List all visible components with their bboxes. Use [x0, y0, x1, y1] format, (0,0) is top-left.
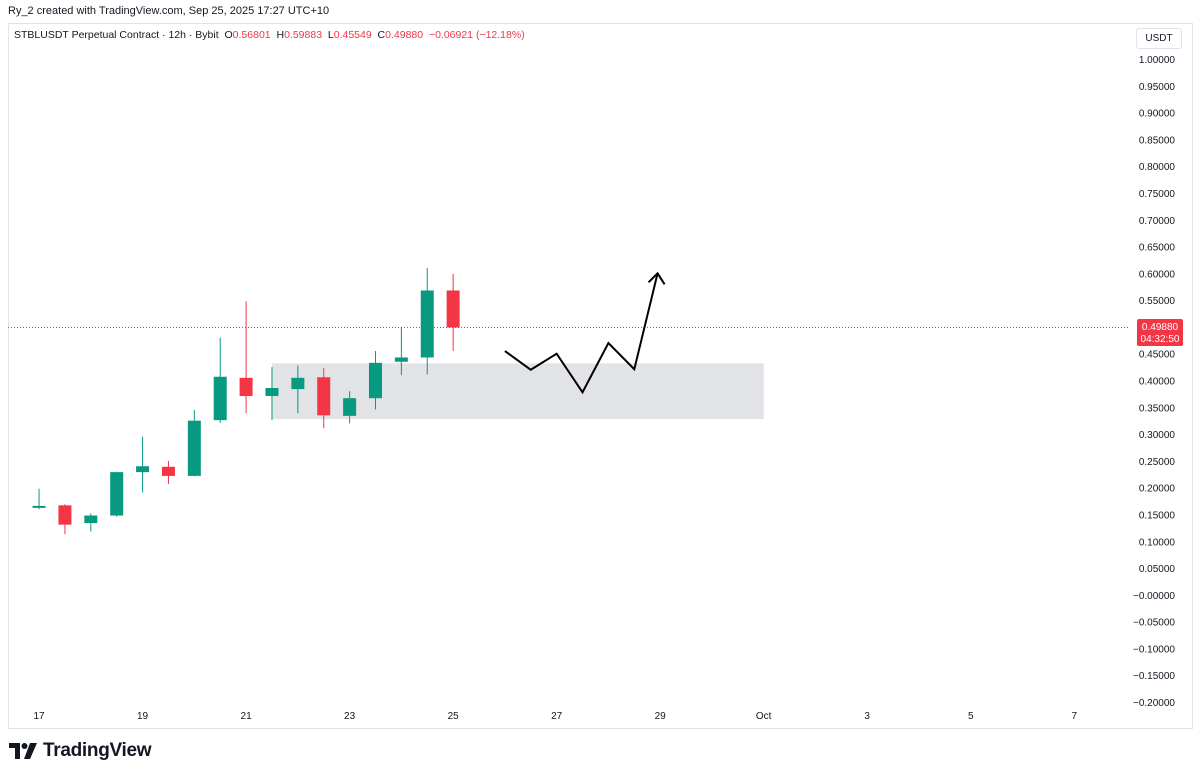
y-tick-label: 0.90000 [1139, 109, 1176, 120]
candle [291, 365, 305, 414]
x-tick-label: 27 [551, 711, 563, 722]
high-value: 0.59883 [284, 29, 323, 41]
y-tick-label: 0.20000 [1139, 484, 1176, 495]
brand-name: TradingView [43, 740, 152, 761]
x-tick-label: 25 [448, 711, 460, 722]
candle-body [368, 362, 382, 399]
candle-body [317, 377, 331, 416]
projection-arrowhead [647, 271, 666, 285]
candle-body [265, 388, 279, 397]
candle [265, 367, 279, 421]
y-tick-label: −0.10000 [1133, 644, 1175, 655]
y-tick-label: −0.05000 [1133, 618, 1175, 629]
y-tick-label: 0.40000 [1139, 377, 1176, 388]
symbol-legend: STBLUSDT Perpetual Contract · 12h · Bybi… [14, 29, 525, 41]
bar-countdown: 04:32:50 [1141, 334, 1180, 345]
x-tick-label: 19 [137, 711, 149, 722]
candle [394, 326, 408, 376]
y-tick-label: 0.10000 [1139, 537, 1176, 548]
candle-body [110, 472, 124, 516]
candle [368, 351, 382, 410]
y-tick-label: 0.15000 [1139, 510, 1176, 521]
candle-body [32, 505, 46, 508]
symbol-title[interactable]: STBLUSDT Perpetual Contract · 12h · Bybi… [14, 29, 219, 41]
low-label: L [327, 29, 334, 41]
x-tick-label: 5 [968, 711, 974, 722]
x-tick-label: Oct [756, 711, 772, 722]
x-tick-label: 21 [241, 711, 253, 722]
candle-body [161, 466, 175, 476]
x-tick-label: 3 [864, 711, 870, 722]
projection-path [504, 273, 659, 395]
candle-body [187, 420, 201, 476]
y-tick-label: 0.25000 [1139, 457, 1176, 468]
candle [213, 337, 227, 423]
candle [343, 391, 357, 424]
candle [420, 267, 434, 375]
y-tick-label: 0.65000 [1139, 243, 1176, 254]
candle-body [58, 505, 72, 525]
change-value: −0.06921 (−12.18%) [428, 29, 525, 41]
candle [110, 471, 124, 517]
open-value: 0.56801 [232, 29, 271, 41]
chart-frame [8, 23, 1193, 729]
x-tick-label: 17 [33, 711, 45, 722]
candle-body [420, 290, 434, 358]
high-label: H [276, 29, 285, 41]
y-tick-label: 0.85000 [1139, 135, 1176, 146]
last-price-value: 0.49880 [1142, 322, 1179, 333]
candle [317, 368, 331, 429]
candle-body [136, 466, 150, 473]
candle [84, 513, 98, 532]
y-tick-label: 0.55000 [1139, 296, 1176, 307]
y-tick-label: 0.35000 [1139, 403, 1176, 414]
low-value: 0.45549 [333, 29, 372, 41]
y-tick-label: −0.15000 [1133, 671, 1175, 682]
x-tick-label: 7 [1071, 711, 1077, 722]
chart-credit: Ry_2 created with TradingView.com, Sep 2… [8, 5, 330, 17]
candle [446, 273, 460, 352]
candle-body [239, 377, 253, 397]
tradingview-logo-icon [9, 743, 37, 759]
y-tick-label: 0.75000 [1139, 189, 1176, 200]
candle-body [394, 357, 408, 362]
candle-body [84, 515, 98, 524]
close-value: 0.49880 [385, 29, 424, 41]
y-tick-label: 0.80000 [1139, 162, 1176, 173]
open-label: O [224, 29, 233, 41]
x-tick-label: 29 [655, 711, 667, 722]
close-label: C [377, 29, 386, 41]
candle [32, 488, 46, 510]
last-price-tag [1137, 319, 1183, 346]
candle [58, 504, 72, 535]
y-tick-label: 0.70000 [1139, 216, 1176, 227]
tradingview-logo[interactable]: TradingView [9, 740, 152, 762]
y-tick-label: 0.45000 [1139, 350, 1176, 361]
candle-body [213, 376, 227, 421]
y-tick-label: −0.00000 [1133, 591, 1175, 602]
y-tick-label: 0.95000 [1139, 82, 1176, 93]
x-tick-label: 23 [344, 711, 356, 722]
y-tick-label: 0.30000 [1139, 430, 1176, 441]
candle-body [343, 398, 357, 416]
currency-button[interactable]: USDT [1136, 28, 1182, 49]
candle [161, 460, 175, 484]
y-tick-label: 0.60000 [1139, 269, 1176, 280]
candle-body [446, 290, 460, 328]
candle [136, 436, 150, 493]
y-tick-label: −0.20000 [1133, 698, 1175, 709]
candle-body [291, 377, 305, 390]
candle [239, 301, 253, 414]
y-tick-label: 1.00000 [1139, 55, 1176, 66]
y-tick-label: 0.05000 [1139, 564, 1176, 575]
candle [187, 409, 201, 477]
